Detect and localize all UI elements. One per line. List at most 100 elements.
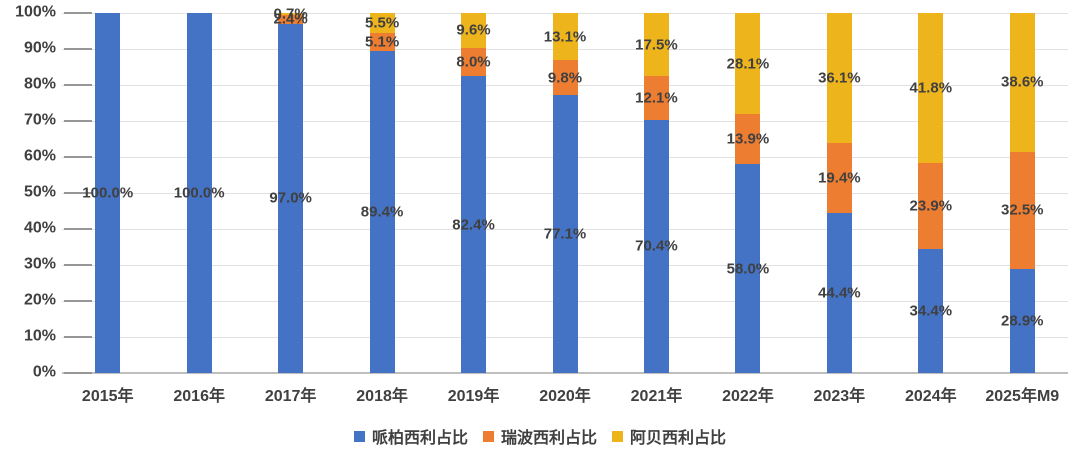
bar-segment (918, 12, 944, 164)
axis-tick (64, 336, 92, 338)
bar-segment (552, 60, 578, 96)
data-label: 9.6% (456, 21, 491, 39)
x-axis-label: 2020年 (539, 388, 591, 405)
axis-tick (64, 300, 92, 302)
x-axis-label: 2016年 (173, 388, 225, 405)
bar-segment (735, 13, 761, 115)
bar-segment (369, 51, 395, 373)
legend-item: 哌柏西利占比 (353, 424, 468, 448)
bar-segment (1009, 13, 1035, 152)
y-axis-label: 50% (23, 183, 56, 201)
legend-label: 哌柏西利占比 (371, 430, 468, 447)
data-label: 77.1% (543, 225, 587, 243)
data-label: 23.9% (909, 197, 953, 215)
data-label: 38.6% (1000, 73, 1044, 91)
bar-segment (461, 47, 487, 77)
data-label: 13.1% (543, 28, 587, 46)
axis-tick (64, 264, 92, 266)
data-label: 0.7% (273, 5, 308, 23)
bar-segment (1009, 268, 1035, 373)
data-label: 2.4% (273, 10, 308, 28)
data-label: 34.4% (909, 302, 953, 320)
bar-segment (278, 12, 304, 16)
legend-label: 瑞波西利占比 (500, 430, 597, 447)
data-label: 89.4% (360, 203, 404, 221)
axis-tick (64, 12, 92, 14)
bar-segment (826, 213, 852, 373)
data-label: 41.8% (909, 79, 953, 97)
x-axis-label: 2025年M9 (985, 388, 1060, 405)
legend-swatch-icon (482, 430, 494, 442)
axis-tick (64, 120, 92, 122)
data-label: 82.4% (452, 216, 495, 234)
bar-segment (643, 13, 669, 76)
x-axis-label: 2015年 (81, 388, 134, 405)
bar-segment (826, 143, 852, 214)
data-label: 44.4% (818, 284, 861, 302)
data-label: 5.5% (364, 14, 400, 32)
x-axis-label: 2023年 (813, 388, 866, 405)
x-axis-label: 2018年 (356, 388, 408, 405)
data-label: 28.9% (1000, 312, 1044, 330)
bar-segment (1009, 151, 1035, 269)
bar-segment (643, 76, 669, 120)
bar-segment (643, 119, 669, 373)
axis-tick (64, 48, 92, 50)
bar-segment (918, 249, 944, 373)
x-axis-line (62, 372, 1068, 374)
y-axis-label: 70% (23, 111, 56, 129)
data-label: 28.1% (726, 55, 770, 73)
data-label: 97.0% (269, 189, 312, 207)
bar-segment (186, 13, 212, 373)
axis-tick (64, 84, 92, 86)
legend-swatch-icon (353, 430, 365, 442)
bar-segment (369, 32, 395, 52)
bar-segment (735, 114, 761, 165)
y-axis-label: 80% (23, 75, 56, 93)
data-label: 100.0% (82, 184, 134, 202)
data-label: 70.4% (635, 237, 678, 255)
axis-tick (64, 192, 92, 194)
y-axis-label: 0% (32, 363, 56, 381)
y-axis-label: 10% (23, 327, 56, 345)
x-axis-label: 2017年 (264, 388, 317, 405)
x-axis-label: 2019年 (447, 388, 500, 405)
x-axis-label: 2022年 (722, 388, 774, 405)
x-axis-label: 2021年 (630, 388, 683, 405)
y-axis-label: 30% (23, 255, 56, 273)
data-label: 36.1% (818, 69, 861, 87)
y-axis-label: 100% (15, 3, 56, 21)
bar-segment (278, 15, 304, 24)
bar-segment (918, 163, 944, 250)
data-label: 9.8% (547, 69, 583, 87)
legend: 哌柏西利占比 瑞波西利占比 阿贝西利占比 (0, 424, 1080, 448)
y-axis-label: 60% (23, 147, 56, 165)
bar-segment (369, 13, 395, 33)
data-label: 58.0% (726, 260, 770, 278)
data-label: 32.5% (1000, 201, 1044, 219)
data-label: 100.0% (173, 184, 225, 202)
bar-segment (826, 13, 852, 144)
legend-item: 阿贝西利占比 (612, 424, 726, 448)
bar-segment (461, 13, 487, 48)
y-axis-label: 40% (23, 219, 56, 237)
data-label: 12.1% (635, 89, 678, 107)
bar-segment (552, 95, 578, 373)
legend-label: 阿贝西利占比 (630, 430, 727, 447)
y-axis-label: 90% (23, 39, 56, 57)
legend-item: 瑞波西利占比 (482, 424, 597, 448)
bar-segment (95, 13, 121, 373)
y-axis-label: 20% (23, 291, 56, 309)
data-label: 17.5% (635, 36, 678, 53)
legend-swatch-icon (612, 430, 623, 442)
x-axis-label: 2024年 (905, 388, 957, 405)
bar-segment (552, 13, 578, 61)
bar-segment (278, 23, 304, 373)
bar-segment (735, 164, 761, 373)
data-label: 5.1% (364, 33, 400, 51)
axis-tick (64, 228, 92, 230)
data-label: 19.4% (818, 169, 861, 187)
